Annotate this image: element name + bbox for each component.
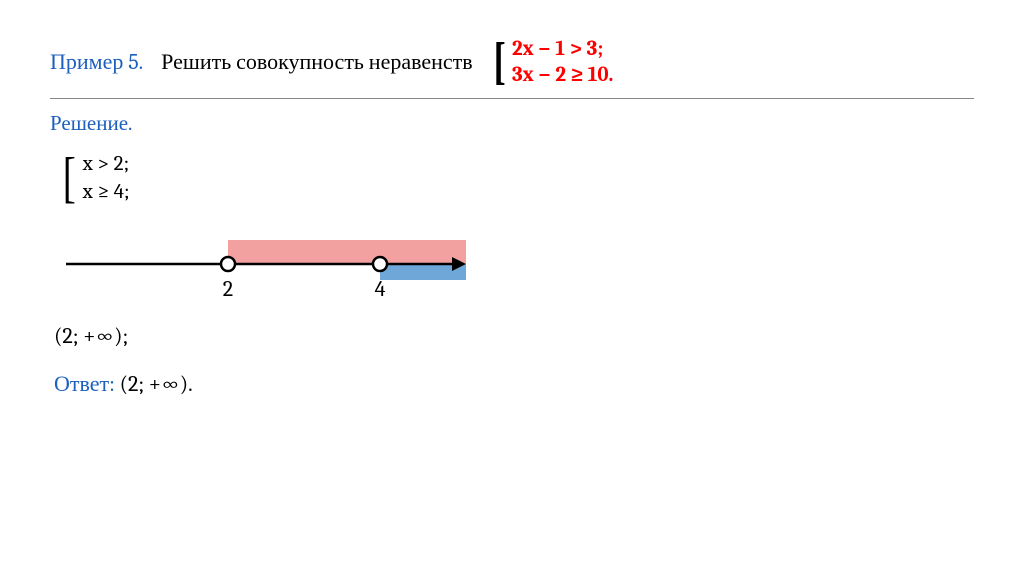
interval-text: (2; +∞); (54, 323, 974, 349)
system-lines: 2x − 1 > 3; 3x − 2 ≥ 10. (512, 36, 613, 88)
problem-text: Решить совокупность неравенств (161, 49, 473, 75)
svg-text:4: 4 (375, 276, 386, 302)
example-label: Пример 5. (50, 49, 143, 75)
solution-label: Решение. (50, 111, 974, 136)
answer-value: (2; +∞). (120, 371, 193, 397)
simplified-system: [ x > 2; x ≥ 4; (60, 150, 974, 206)
page-root: Пример 5. Решить совокупность неравенств… (0, 0, 1024, 433)
svg-text:2: 2 (223, 276, 233, 302)
simplified-line-2: x ≥ 4; (83, 180, 130, 204)
number-line-diagram: 24 (56, 224, 974, 313)
answer-row: Ответ: (2; +∞). (54, 371, 974, 397)
bracket-icon: [ (63, 150, 76, 206)
number-line-svg: 24 (56, 224, 476, 309)
system-line-1: 2x − 1 > 3; (512, 37, 613, 61)
system-line-2: 3x − 2 ≥ 10. (512, 63, 613, 87)
simplified-line-1: x > 2; (83, 152, 130, 176)
bracket-icon: [ (493, 36, 505, 88)
answer-label: Ответ: (54, 371, 115, 397)
divider (50, 98, 974, 99)
simplified-lines: x > 2; x ≥ 4; (83, 150, 130, 206)
problem-system: [ 2x − 1 > 3; 3x − 2 ≥ 10. (491, 36, 614, 88)
problem-header: Пример 5. Решить совокупность неравенств… (50, 36, 974, 88)
